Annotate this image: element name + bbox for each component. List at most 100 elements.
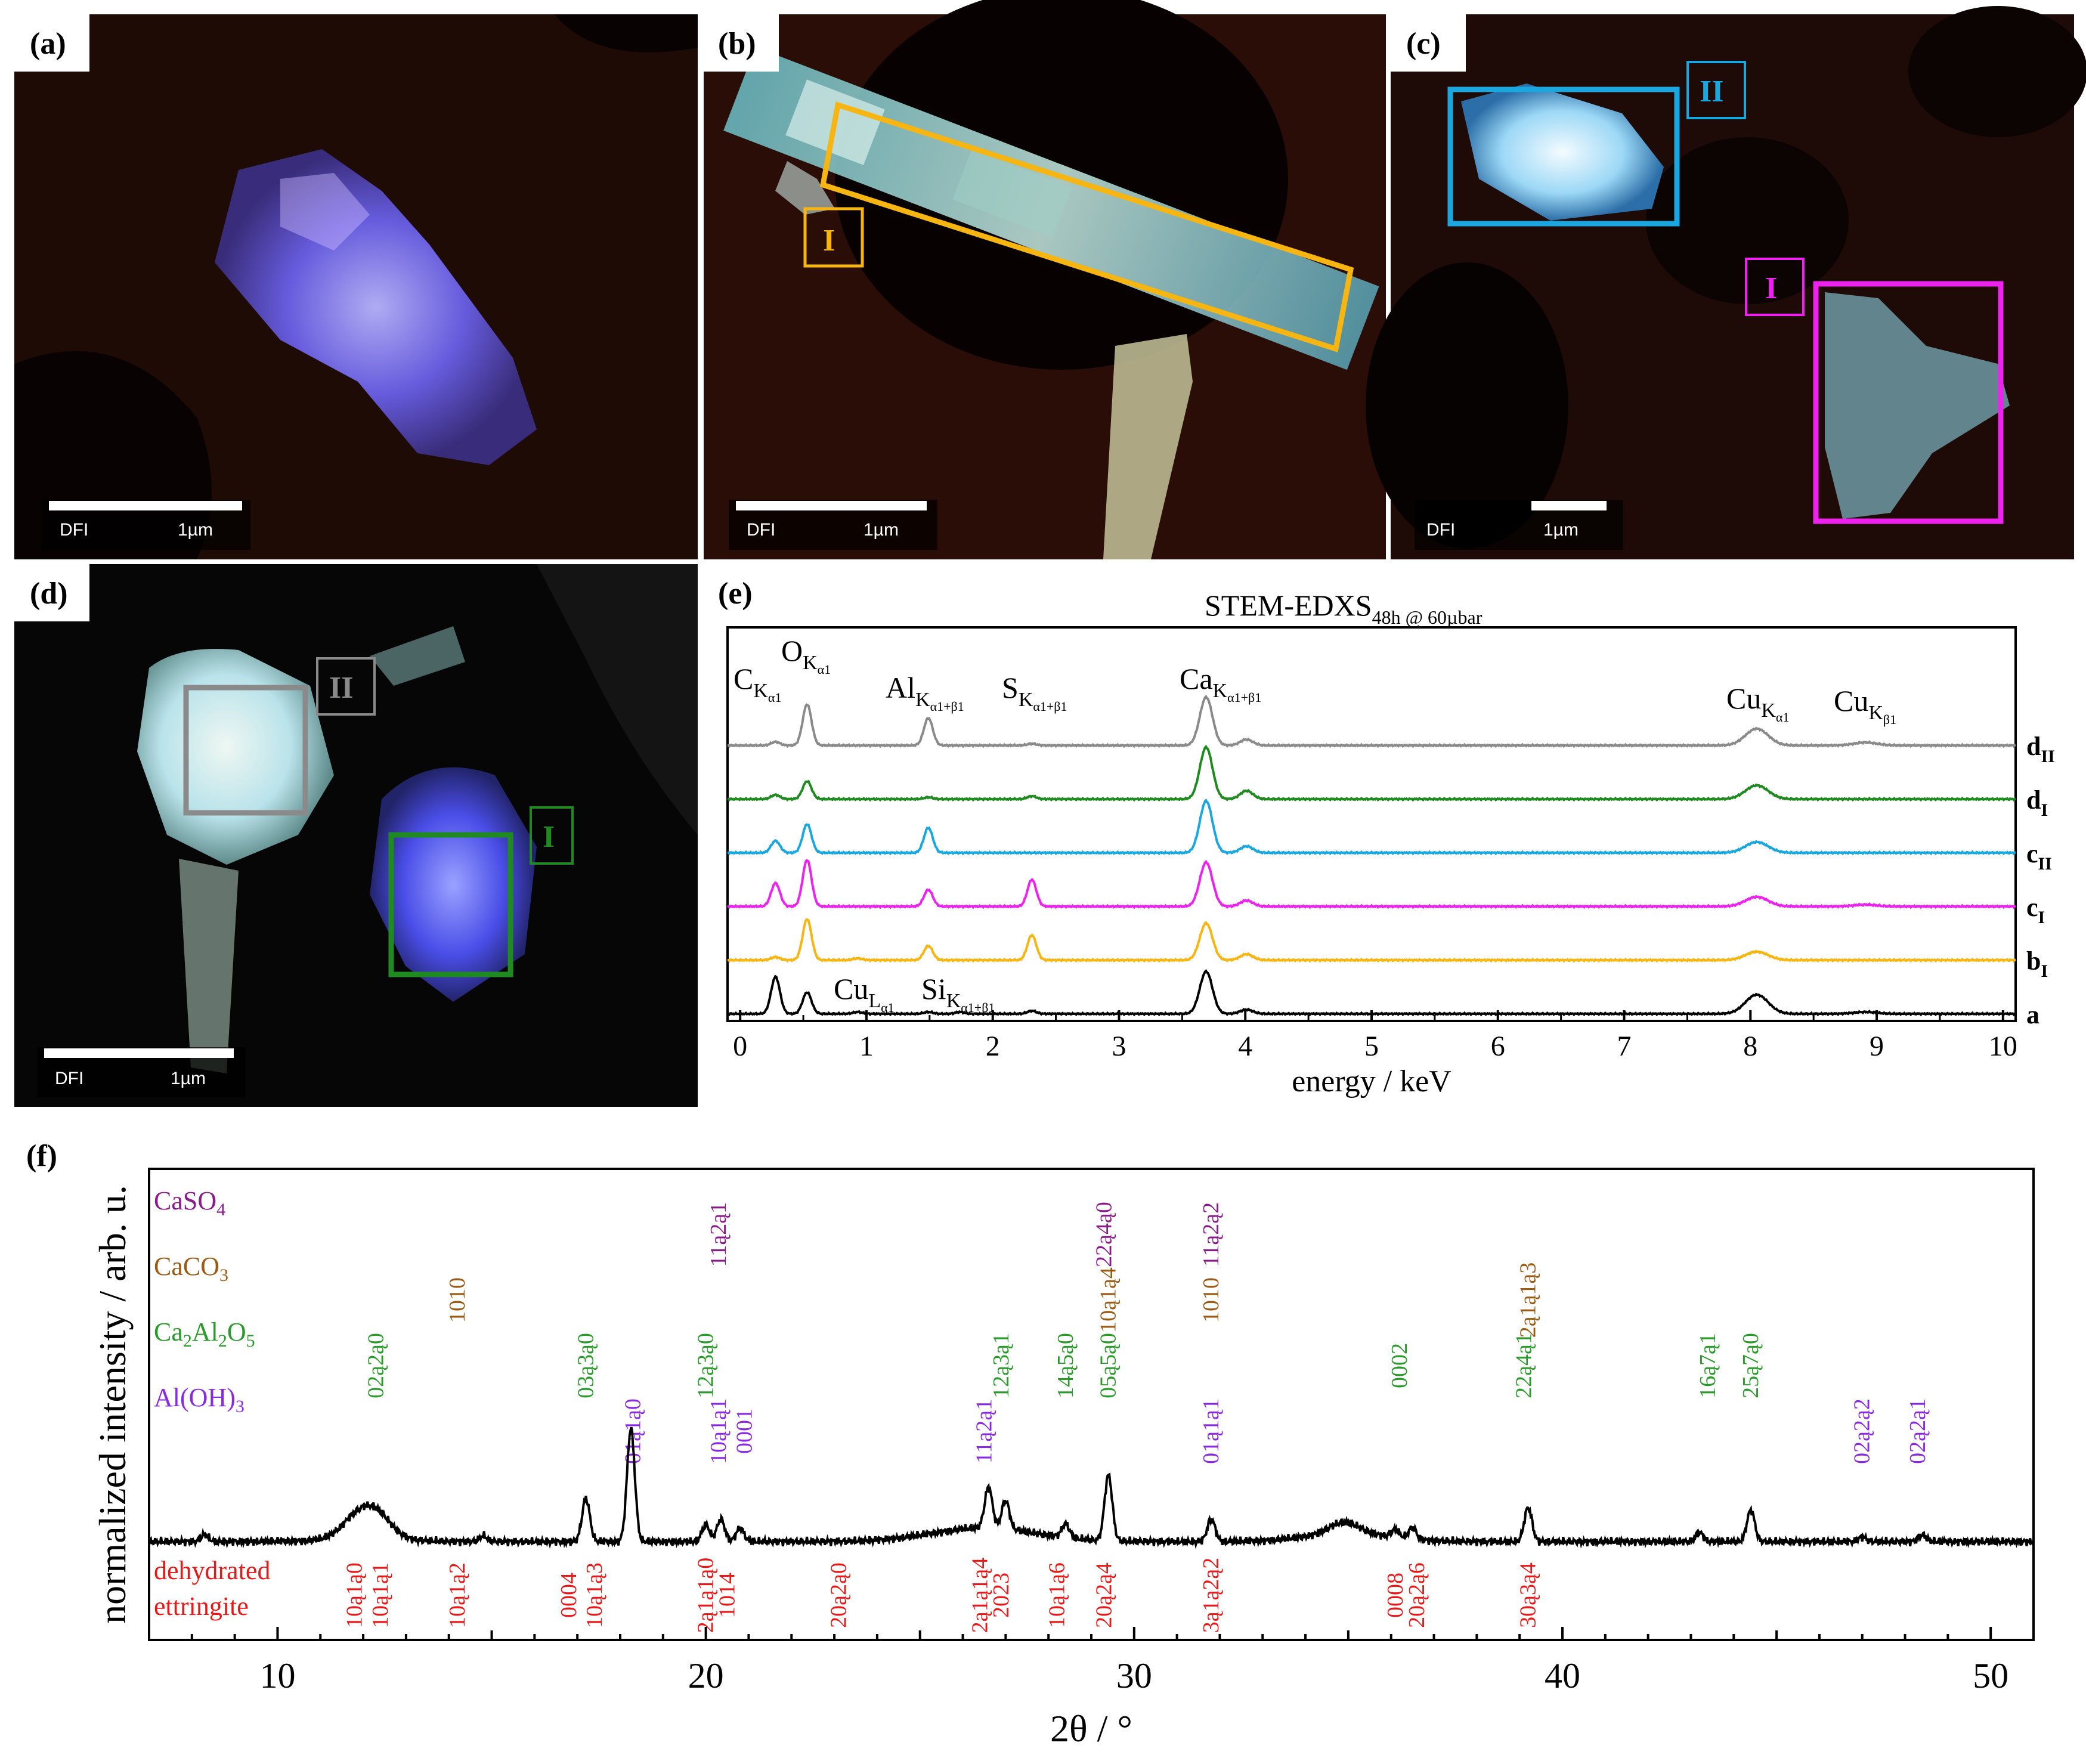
- support-hole: [1908, 6, 2086, 137]
- panel-b: I (b) DFI 1µm: [704, 0, 1386, 559]
- panel-e: (e) STEM-EDXS48h @ 60µbar CKα1OKα1AlKα1+…: [704, 564, 2055, 1098]
- peak-label-Cu: CuLα1: [834, 972, 895, 1015]
- hkl-label: 10ą1ą4: [1096, 1267, 1121, 1333]
- hkl-label: 1010: [445, 1277, 470, 1323]
- series-label-sub: I: [2041, 961, 2048, 981]
- panel-label-box: [14, 14, 89, 72]
- hkl-label: 0008: [1383, 1573, 1408, 1618]
- panel-label-a: (a): [30, 27, 66, 61]
- series-label-cII: cII: [2026, 839, 2052, 874]
- x-tick-label: 10: [1989, 1030, 2017, 1062]
- spectrum-bI: [728, 918, 2016, 963]
- roi-label-box: [316, 657, 376, 716]
- particle-I: [1825, 292, 2010, 519]
- hkl-label: 10ą1ą3: [582, 1562, 607, 1628]
- hkl-label: 20ą2ą0: [826, 1562, 851, 1628]
- peak-label-element: S: [1002, 671, 1019, 704]
- hkl-label: 11ą2ą2: [1199, 1202, 1224, 1267]
- peak-label-line: K: [1213, 680, 1228, 702]
- peak-label-line: K: [1868, 702, 1883, 724]
- x-tick-label: 4: [1238, 1030, 1252, 1062]
- peak-label-line: K: [753, 680, 768, 702]
- phase-label-CaCO3: CaCO3: [154, 1252, 228, 1285]
- support-hole: [555, 14, 698, 52]
- spectrum-cII: [728, 798, 2016, 856]
- x-tick-label: 50: [1973, 1656, 2008, 1695]
- series-label-sub: I: [2038, 908, 2045, 927]
- phase-label-sub: 3: [236, 1397, 244, 1416]
- scalebar: [736, 501, 927, 510]
- x-tick-label: 5: [1364, 1030, 1379, 1062]
- phase-label-part: CaCO: [154, 1252, 219, 1281]
- hkl-label: 1010: [1199, 1277, 1224, 1323]
- roi-label-I: I: [1765, 271, 1777, 305]
- peak-label-transition: α1+β1: [1033, 699, 1067, 714]
- phase-label-sub: 2: [183, 1331, 192, 1351]
- x-axis: 0 1 2 3 4 5 6 7 8 9 10: [733, 1010, 2017, 1062]
- hkl-label: 0004: [556, 1573, 581, 1618]
- roi-label-II: II: [329, 671, 353, 705]
- roi-label-I: I: [543, 820, 555, 854]
- peak-label-transition: α1+β1: [961, 1000, 995, 1015]
- peak-label-S: SKα1+β1: [1002, 671, 1067, 714]
- series-label-dI: dI: [2026, 785, 2048, 820]
- ettringite-reflections: dehydrated ettringite 10ą1ą0 10ą1ą1 10ą1ą2 00…: [154, 1556, 1541, 1633]
- peak-label-line: K: [915, 689, 930, 711]
- particle-I: [775, 161, 835, 215]
- spectrum-cI: [728, 859, 2016, 909]
- title-main: STEM-EDXS: [1205, 589, 1372, 622]
- peak-label-element: Cu: [1834, 684, 1868, 717]
- series-label-main: d: [2026, 732, 2041, 761]
- series-label-a: a: [2026, 1000, 2039, 1029]
- peak-label-transition: α1: [818, 662, 831, 677]
- series-label-sub: II: [2038, 854, 2052, 874]
- scalebar: [1531, 501, 1607, 510]
- hkl-label: 22ą4ą0: [1092, 1202, 1117, 1267]
- hkl-label: 16ą7ą1: [1695, 1333, 1720, 1398]
- peak-label-line: K: [803, 652, 818, 674]
- particle: [215, 149, 537, 465]
- support-edge: [537, 564, 698, 835]
- panel-label-box: [704, 14, 779, 72]
- phase-label-AlOH3: Al(OH)3: [154, 1383, 244, 1416]
- peak-label-line: K: [1761, 700, 1776, 722]
- particle-I: [370, 767, 537, 1002]
- series-label-main: c: [2026, 839, 2038, 868]
- phase-label-CaSO4: CaSO4: [154, 1186, 225, 1220]
- roi-I: [1813, 281, 2004, 524]
- roi-label-box: [1686, 61, 1746, 119]
- peak-label-line: K: [946, 990, 961, 1012]
- hkl-label: 05ą5ą0: [1096, 1333, 1121, 1398]
- peak-label-Al: AlKα1+β1: [886, 671, 964, 714]
- panel-label-box: [1391, 14, 1466, 72]
- particle: [1103, 334, 1193, 559]
- xrd-pattern: [148, 1426, 2035, 1549]
- phase-label-part: Al(OH): [154, 1383, 236, 1412]
- peak-label-Ca: CaKα1+β1: [1180, 662, 1261, 705]
- peak-label-transition: α1: [881, 1000, 895, 1015]
- spectrum-dII: [728, 694, 2016, 748]
- hkl-label: 10ą1ą0: [342, 1562, 367, 1628]
- ettringite-label-line2: ettringite: [154, 1592, 249, 1621]
- hkl-label: 25ą7ą0: [1738, 1333, 1763, 1398]
- hkl-label: 14ą5ą0: [1053, 1333, 1078, 1398]
- phase-label-part: O: [227, 1317, 246, 1347]
- particle-II: [1461, 83, 1664, 221]
- phase-label-part: Ca: [154, 1317, 183, 1347]
- panel-c: II I (c) DFI 1µm: [1366, 6, 2086, 559]
- scalebar-length: 1µm: [864, 520, 899, 540]
- particle-facet: [280, 173, 370, 250]
- peak-label-transition: β1: [1883, 712, 1896, 727]
- scalebar: [49, 501, 242, 510]
- hkl-label: 02ą2ą0: [364, 1333, 389, 1398]
- series-label-main: a: [2026, 1000, 2039, 1029]
- panel-label-e: (e): [718, 577, 753, 611]
- phase-label-sub: 4: [216, 1200, 225, 1220]
- hkl-label: 2023: [989, 1573, 1014, 1618]
- x-tick-label: 2: [986, 1030, 1000, 1062]
- series-group: [728, 694, 2016, 1017]
- phase-label-part: CaSO: [154, 1186, 216, 1215]
- hkl-label: 1014: [715, 1573, 740, 1618]
- panel-label-box: [704, 564, 779, 621]
- peak-label-Cu: CuKβ1: [1834, 684, 1896, 727]
